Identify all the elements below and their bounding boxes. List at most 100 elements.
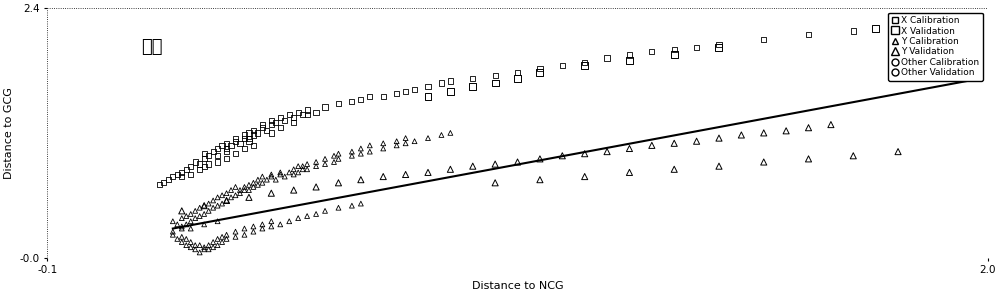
Point: [201, 243, 217, 248]
Point: [487, 162, 503, 166]
Point: [174, 226, 190, 231]
Point: [957, 50, 973, 54]
Point: [219, 146, 235, 151]
Point: [353, 151, 369, 156]
Point: [254, 122, 270, 127]
Point: [192, 243, 208, 248]
Point: [210, 195, 226, 200]
Point: [178, 237, 194, 241]
Point: [183, 240, 199, 244]
Point: [245, 185, 261, 189]
Point: [245, 133, 261, 137]
Point: [801, 32, 817, 37]
Point: [442, 78, 458, 83]
Point: [330, 181, 346, 185]
Point: [254, 222, 270, 227]
Point: [205, 245, 221, 250]
Point: [666, 47, 682, 52]
Point: [362, 149, 378, 154]
Point: [196, 247, 212, 252]
Point: [532, 66, 548, 71]
Point: [205, 205, 221, 210]
Point: [344, 203, 360, 208]
Point: [277, 118, 293, 123]
Point: [196, 245, 212, 250]
Point: [389, 91, 405, 96]
Point: [263, 191, 279, 196]
Point: [621, 58, 637, 63]
Point: [214, 193, 230, 198]
Point: [375, 94, 391, 99]
Point: [245, 181, 261, 185]
Point: [577, 63, 593, 68]
Point: [286, 172, 302, 177]
Point: [281, 170, 297, 175]
Point: [362, 94, 378, 99]
Point: [299, 112, 315, 117]
Text: 芦头: 芦头: [141, 38, 163, 56]
Point: [398, 136, 414, 140]
Point: [465, 76, 481, 81]
Point: [299, 167, 315, 172]
Point: [666, 53, 682, 57]
Point: [245, 128, 261, 133]
Point: [801, 125, 817, 130]
Point: [210, 146, 226, 151]
Point: [778, 128, 794, 133]
Point: [210, 243, 226, 248]
Point: [228, 139, 244, 144]
Point: [295, 167, 311, 172]
Point: [263, 224, 279, 229]
Point: [801, 157, 817, 161]
Point: [214, 235, 230, 239]
Point: [286, 188, 302, 192]
Point: [254, 181, 270, 185]
Point: [259, 128, 275, 133]
Point: [277, 174, 293, 179]
Point: [353, 201, 369, 206]
Point: [268, 120, 284, 125]
Point: [554, 63, 570, 68]
Point: [228, 193, 244, 198]
Point: [201, 247, 217, 252]
Point: [756, 37, 772, 42]
Point: [187, 247, 203, 252]
Point: [201, 153, 217, 158]
Point: [344, 153, 360, 158]
Point: [465, 84, 481, 88]
Point: [353, 97, 369, 102]
Point: [756, 131, 772, 135]
Point: [554, 153, 570, 158]
Point: [487, 181, 503, 185]
Point: [192, 205, 208, 210]
Point: [250, 177, 266, 182]
Point: [236, 185, 252, 189]
Point: [621, 146, 637, 151]
Point: [219, 191, 235, 196]
Point: [165, 219, 181, 224]
Point: [577, 151, 593, 156]
Point: [442, 167, 458, 172]
Point: [183, 212, 199, 216]
Point: [228, 229, 244, 234]
Point: [187, 160, 203, 164]
Point: [353, 146, 369, 151]
Point: [228, 151, 244, 156]
Point: [183, 245, 199, 250]
Point: [210, 237, 226, 241]
Point: [245, 143, 261, 148]
Point: [192, 167, 208, 172]
Point: [621, 170, 637, 175]
Point: [156, 181, 172, 185]
Point: [223, 188, 239, 192]
Point: [577, 60, 593, 65]
Point: [433, 81, 449, 85]
Point: [890, 24, 906, 29]
Point: [250, 131, 266, 135]
Point: [912, 22, 928, 26]
Point: [174, 216, 190, 220]
Point: [196, 212, 212, 216]
Point: [442, 131, 458, 135]
Point: [228, 136, 244, 140]
Point: [272, 170, 288, 175]
